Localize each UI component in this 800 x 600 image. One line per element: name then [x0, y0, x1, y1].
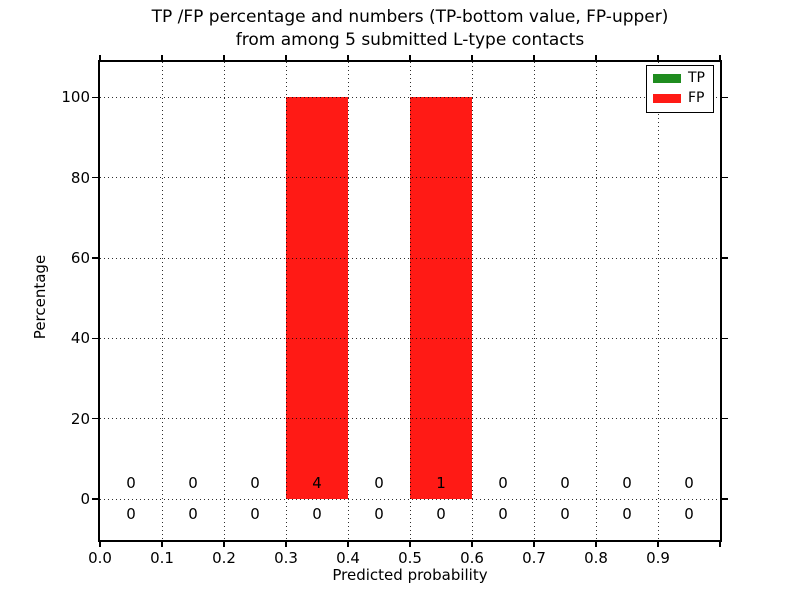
- bar-fp-bin3: [286, 97, 348, 500]
- y-tick-mark-left: [92, 337, 98, 340]
- x-tick-mark-bottom: [595, 541, 597, 547]
- tp-count-label: 0: [188, 504, 198, 523]
- x-tick-mark-top: [719, 55, 721, 61]
- x-gridline-0.2: [223, 62, 225, 540]
- x-tick-mark-top: [223, 55, 225, 61]
- tp-count-label: 0: [126, 504, 136, 523]
- y-axis-label: Percentage: [31, 254, 49, 340]
- x-tick-mark-bottom: [347, 541, 349, 547]
- fp-count-label: 0: [560, 474, 570, 493]
- x-tick-mark-top: [409, 55, 411, 61]
- x-tick-mark-top: [99, 55, 101, 61]
- y-tick-mark-right: [722, 337, 728, 340]
- legend-tp-swatch-icon: [653, 73, 681, 83]
- x-tick-mark-bottom: [533, 541, 535, 547]
- fp-count-label: 1: [436, 474, 446, 493]
- tp-count-label: 0: [622, 504, 632, 523]
- x-axis-label: Predicted probability: [332, 566, 488, 584]
- bar-fp-bin5: [410, 97, 472, 500]
- legend-fp-label: FP: [688, 90, 705, 106]
- x-tick-label: 0.4: [336, 549, 360, 567]
- x-tick-label: 0.3: [274, 549, 298, 567]
- x-tick-label: 0.8: [584, 549, 608, 567]
- x-tick-label: 0.9: [646, 549, 670, 567]
- legend: TP FP: [646, 65, 714, 113]
- x-tick-label: 0.5: [398, 549, 422, 567]
- fp-count-label: 0: [684, 474, 694, 493]
- tp-count-label: 0: [312, 504, 322, 523]
- legend-tp-label: TP: [688, 70, 705, 86]
- x-gridline-0.6: [471, 62, 473, 540]
- fp-count-label: 0: [250, 474, 260, 493]
- legend-item-fp: FP: [647, 88, 713, 108]
- x-gridline-0.8: [595, 62, 597, 540]
- y-tick-mark-left: [92, 176, 98, 179]
- x-tick-mark-bottom: [223, 541, 225, 547]
- y-tick-mark-left: [92, 257, 98, 259]
- x-gridline-0.5: [409, 62, 411, 540]
- legend-fp-swatch-icon: [653, 93, 681, 103]
- x-tick-label: 0.2: [212, 549, 236, 567]
- x-tick-label: 0.1: [150, 549, 174, 567]
- x-tick-mark-bottom: [471, 541, 473, 547]
- x-tick-mark-top: [471, 55, 473, 61]
- x-tick-mark-bottom: [409, 541, 411, 547]
- y-tick-label: 40: [70, 329, 90, 348]
- fp-count-label: 0: [374, 474, 384, 493]
- fp-count-label: 0: [622, 474, 632, 493]
- x-gridline-0.1: [161, 62, 163, 540]
- x-tick-label: 0.0: [88, 549, 112, 567]
- y-tick-label: 20: [70, 409, 90, 428]
- tp-count-label: 0: [684, 504, 694, 523]
- x-tick-mark-bottom: [99, 541, 101, 547]
- x-gridline-0.9: [657, 62, 659, 540]
- y-tick-mark-right: [722, 96, 728, 99]
- y-tick-label: 0: [80, 490, 90, 509]
- x-gridline-0.7: [533, 62, 535, 540]
- chart-title-line2: from among 5 submitted L-type contacts: [235, 30, 585, 50]
- y-tick-label: 100: [61, 88, 90, 107]
- y-tick-mark-right: [722, 257, 728, 259]
- x-tick-mark-top: [161, 55, 163, 61]
- x-tick-mark-top: [657, 55, 659, 61]
- x-tick-mark-bottom: [719, 541, 721, 547]
- x-tick-mark-top: [595, 55, 597, 61]
- y-tick-label: 60: [70, 249, 90, 268]
- chart-title: TP /FP percentage and numbers (TP-bottom…: [100, 6, 720, 52]
- x-tick-mark-top: [285, 55, 287, 61]
- x-tick-label: 0.6: [460, 549, 484, 567]
- y-tick-mark-left: [92, 96, 98, 99]
- y-tick-mark-right: [722, 417, 728, 420]
- x-tick-mark-top: [347, 55, 349, 61]
- x-tick-mark-top: [533, 55, 535, 61]
- y-tick-mark-right: [722, 498, 728, 500]
- x-tick-label: 0.7: [522, 549, 546, 567]
- fp-count-label: 0: [188, 474, 198, 493]
- tp-count-label: 0: [436, 504, 446, 523]
- y-tick-mark-right: [722, 176, 728, 179]
- x-tick-mark-bottom: [657, 541, 659, 547]
- legend-item-tp: TP: [647, 68, 713, 88]
- x-gridline-0.4: [347, 62, 349, 540]
- y-tick-mark-left: [92, 498, 98, 500]
- fp-count-label: 0: [498, 474, 508, 493]
- fp-count-label: 0: [126, 474, 136, 493]
- y-tick-label: 80: [70, 168, 90, 187]
- fp-count-label: 4: [312, 474, 322, 493]
- x-tick-mark-bottom: [285, 541, 287, 547]
- chart-title-line1: TP /FP percentage and numbers (TP-bottom…: [151, 7, 669, 27]
- x-gridline-0.3: [285, 62, 287, 540]
- tp-count-label: 0: [498, 504, 508, 523]
- tp-count-label: 0: [250, 504, 260, 523]
- y-tick-mark-left: [92, 417, 98, 420]
- tp-count-label: 0: [560, 504, 570, 523]
- x-tick-mark-bottom: [161, 541, 163, 547]
- tp-count-label: 0: [374, 504, 384, 523]
